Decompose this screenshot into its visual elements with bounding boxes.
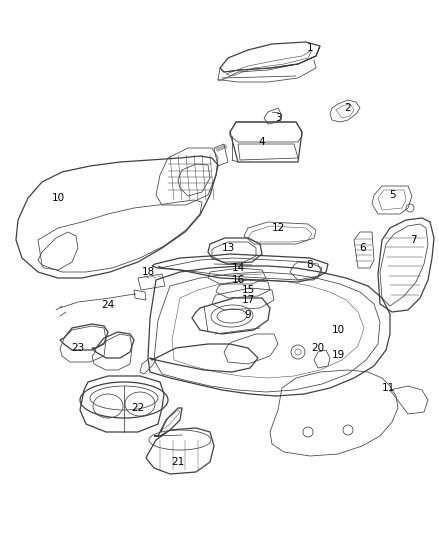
Text: 10: 10	[332, 325, 345, 335]
Text: 5: 5	[389, 190, 396, 200]
Text: 15: 15	[241, 285, 254, 295]
Text: 1: 1	[307, 43, 313, 53]
Text: 22: 22	[131, 403, 145, 413]
Text: 17: 17	[241, 295, 254, 305]
Text: 19: 19	[332, 350, 345, 360]
Text: 11: 11	[381, 383, 395, 393]
Text: 10: 10	[51, 193, 64, 203]
Text: 6: 6	[360, 243, 366, 253]
Text: 4: 4	[259, 137, 265, 147]
Text: 24: 24	[101, 300, 115, 310]
Text: 8: 8	[307, 260, 313, 270]
Text: 13: 13	[221, 243, 235, 253]
Text: 16: 16	[231, 275, 245, 285]
Text: 12: 12	[272, 223, 285, 233]
Text: 20: 20	[311, 343, 325, 353]
Text: 9: 9	[245, 310, 251, 320]
Text: 7: 7	[410, 235, 416, 245]
Text: 23: 23	[71, 343, 85, 353]
Text: 2: 2	[345, 103, 351, 113]
Text: 18: 18	[141, 267, 155, 277]
Text: 3: 3	[275, 113, 281, 123]
Text: 21: 21	[171, 457, 185, 467]
Text: 14: 14	[231, 263, 245, 273]
